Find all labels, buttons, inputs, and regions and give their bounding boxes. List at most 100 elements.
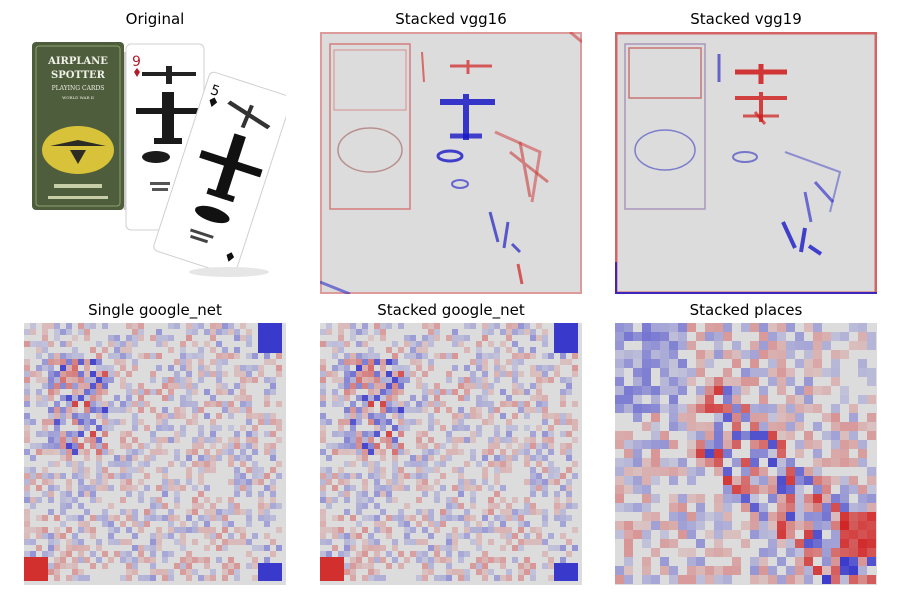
heat-cell	[192, 419, 198, 425]
heat-cell	[512, 425, 518, 431]
heat-cell	[84, 575, 90, 581]
heat-cell	[344, 431, 350, 437]
heat-cell	[48, 431, 54, 437]
heat-cell	[687, 566, 696, 575]
heat-cell	[506, 443, 512, 449]
heat-cell	[542, 443, 548, 449]
heat-cell	[66, 371, 72, 377]
heat-cell	[344, 491, 350, 497]
heat-cell	[624, 404, 633, 413]
heat-cell	[96, 479, 102, 485]
heat-cell	[482, 377, 488, 383]
heat-cell	[380, 509, 386, 515]
heat-cell	[216, 497, 222, 503]
heat-cell	[714, 539, 723, 548]
heat-cell	[714, 422, 723, 431]
heat-cell	[126, 401, 132, 407]
heat-cell	[867, 503, 876, 512]
heat-cell	[705, 440, 714, 449]
heat-cell	[554, 515, 560, 521]
heat-cell	[386, 383, 392, 389]
heat-cell	[36, 497, 42, 503]
heat-cell	[506, 395, 512, 401]
heat-cell	[840, 422, 849, 431]
heat-cell	[831, 449, 840, 458]
heat-cell	[512, 323, 518, 329]
heat-cell	[813, 539, 822, 548]
heat-cell	[416, 443, 422, 449]
heat-cell	[500, 509, 506, 515]
heat-cell	[138, 479, 144, 485]
heat-cell	[222, 389, 228, 395]
heat-cell	[858, 566, 867, 575]
heat-cell	[138, 323, 144, 329]
heat-cell	[858, 449, 867, 458]
heat-cell	[276, 461, 282, 467]
heat-cell	[234, 383, 240, 389]
heat-cell	[204, 485, 210, 491]
heat-cell	[452, 449, 458, 455]
heat-cell	[416, 431, 422, 437]
heat-cell	[512, 497, 518, 503]
heat-cell	[102, 365, 108, 371]
heat-cell	[840, 539, 849, 548]
heat-cell	[530, 479, 536, 485]
heat-cell	[234, 503, 240, 509]
heat-cell	[102, 509, 108, 515]
heat-cell	[180, 359, 186, 365]
heat-cell	[54, 485, 60, 491]
heat-cell	[132, 509, 138, 515]
heat-cell	[180, 401, 186, 407]
original-image: AIRPLANE SPOTTER PLAYING CARDS WORLD WAR…	[24, 32, 286, 294]
heat-cell	[398, 563, 404, 569]
heat-cell	[174, 491, 180, 497]
heat-cell	[252, 479, 258, 485]
heat-cell	[506, 503, 512, 509]
heat-cell	[30, 443, 36, 449]
heat-cell	[48, 395, 54, 401]
heat-cell	[120, 551, 126, 557]
heat-cell	[440, 353, 446, 359]
heat-cell	[36, 443, 42, 449]
heat-cell	[156, 545, 162, 551]
heat-cell	[705, 332, 714, 341]
heat-cell	[54, 425, 60, 431]
heat-cell	[732, 359, 741, 368]
heat-cell	[120, 365, 126, 371]
heat-cell	[380, 545, 386, 551]
heat-cell	[24, 521, 30, 527]
heat-cell	[156, 443, 162, 449]
heat-cell	[84, 407, 90, 413]
heat-cell	[548, 545, 554, 551]
heat-cell	[270, 539, 276, 545]
heat-cell	[714, 458, 723, 467]
heat-cell	[500, 527, 506, 533]
heat-cell	[380, 335, 386, 341]
heat-cell	[374, 443, 380, 449]
heat-cell	[518, 347, 524, 353]
heat-cell	[714, 548, 723, 557]
heat-cell	[320, 401, 326, 407]
heat-cell	[714, 566, 723, 575]
heat-cell	[240, 509, 246, 515]
heat-cell	[530, 383, 536, 389]
heat-cell	[150, 455, 156, 461]
heat-cell	[344, 497, 350, 503]
heat-cell	[741, 350, 750, 359]
heat-cell	[759, 503, 768, 512]
heat-cell	[350, 401, 356, 407]
heat-cell	[264, 347, 270, 353]
heat-cell	[560, 545, 566, 551]
heat-cell	[422, 383, 428, 389]
heat-cell	[560, 401, 566, 407]
heat-cell	[518, 323, 524, 329]
heat-cell	[530, 371, 536, 377]
heat-cell	[422, 491, 428, 497]
heat-cell	[813, 368, 822, 377]
heat-cell	[560, 485, 566, 491]
heat-cell	[404, 539, 410, 545]
heat-cell	[24, 413, 30, 419]
heat-cell	[368, 533, 374, 539]
heat-cell	[476, 545, 482, 551]
heat-cell	[795, 395, 804, 404]
